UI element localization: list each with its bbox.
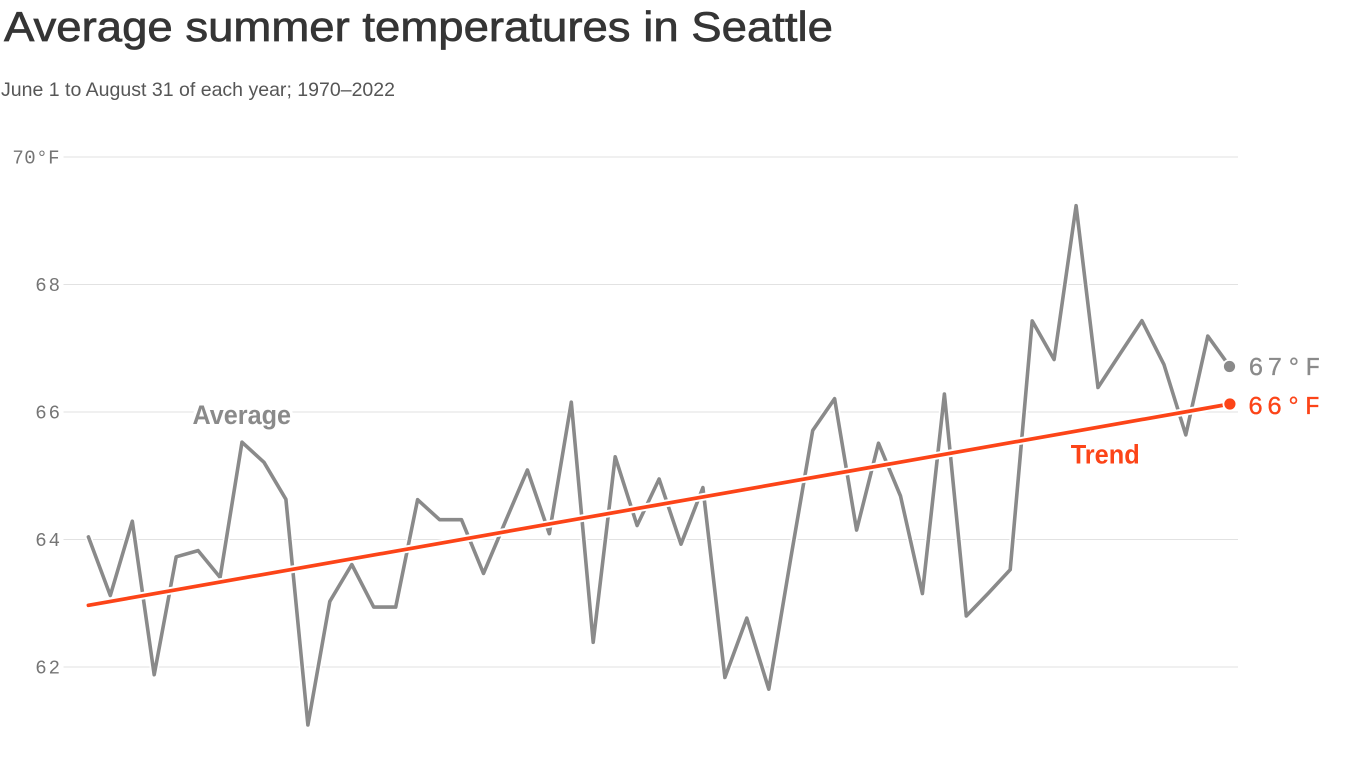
svg-text:June 1 to August 31 of each ye: June 1 to August 31 of each year; 1970–2… (1, 79, 395, 101)
svg-text:Average summer temperatures in: Average summer temperatures in Seattle (4, 3, 833, 50)
svg-text:70°F: 70°F (12, 147, 60, 169)
svg-text:62: 62 (35, 657, 62, 679)
svg-text:64: 64 (35, 530, 62, 552)
svg-text:Trend: Trend (1071, 440, 1140, 470)
svg-text:Average: Average (193, 400, 292, 430)
svg-text:66°F: 66°F (1248, 393, 1324, 422)
svg-text:68: 68 (35, 275, 62, 297)
svg-text:66: 66 (35, 402, 62, 424)
svg-text:67°F: 67°F (1248, 354, 1324, 383)
